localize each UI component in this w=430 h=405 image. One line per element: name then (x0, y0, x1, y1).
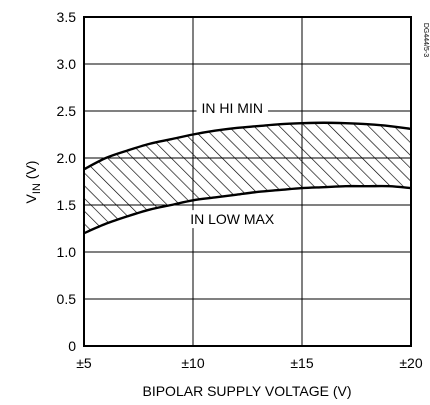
y-tick-label-7: 3.5 (57, 9, 77, 25)
plot-frame (83, 16, 412, 347)
side-tag: DG444/5-3 (422, 23, 429, 57)
y-tick-label-3: 1.5 (57, 197, 77, 213)
y-tick-label-6: 3.0 (57, 56, 77, 72)
y-tick-label-4: 2.0 (57, 150, 77, 166)
y-tick-label-0: 0 (68, 338, 76, 354)
x-tick-labels: ±5 ±10 ±15 ±20 (76, 355, 423, 371)
y-tick-labels: 0 0.5 1.0 1.5 2.0 2.5 3.0 3.5 (57, 9, 77, 354)
annotation-text-0: IN HI MIN (202, 100, 263, 116)
y-axis-label-unit: (V) (23, 161, 39, 184)
y-tick-label-1: 0.5 (57, 291, 77, 307)
y-axis-label-sub: IN (31, 183, 43, 194)
annotation-1: IN LOW MAX (185, 210, 280, 229)
y-axis-label: VIN (V) (23, 161, 43, 204)
annotation-0: IN HI MIN (196, 99, 268, 118)
y-tick-label-5: 2.5 (57, 103, 77, 119)
curves (84, 121, 411, 235)
x-tick-label-0: ±5 (76, 355, 92, 371)
x-axis-label: BIPOLAR SUPPLY VOLTAGE (V) (142, 383, 351, 399)
annotation-text-1: IN LOW MAX (190, 211, 275, 227)
annotation-bg-0 (196, 99, 268, 118)
y-axis-label-main: V (23, 193, 39, 203)
x-tick-label-1: ±10 (181, 355, 204, 371)
annotation-bg-1 (185, 210, 280, 229)
series-in-low-max-line (84, 184, 411, 235)
x-tick-label-2: ±15 (290, 355, 313, 371)
series-in-hi-min-line (84, 121, 411, 171)
annotations: IN HI MIN IN LOW MAX (185, 99, 280, 229)
y-tick-label-2: 1.0 (57, 244, 77, 260)
x-tick-label-3: ±20 (399, 355, 422, 371)
